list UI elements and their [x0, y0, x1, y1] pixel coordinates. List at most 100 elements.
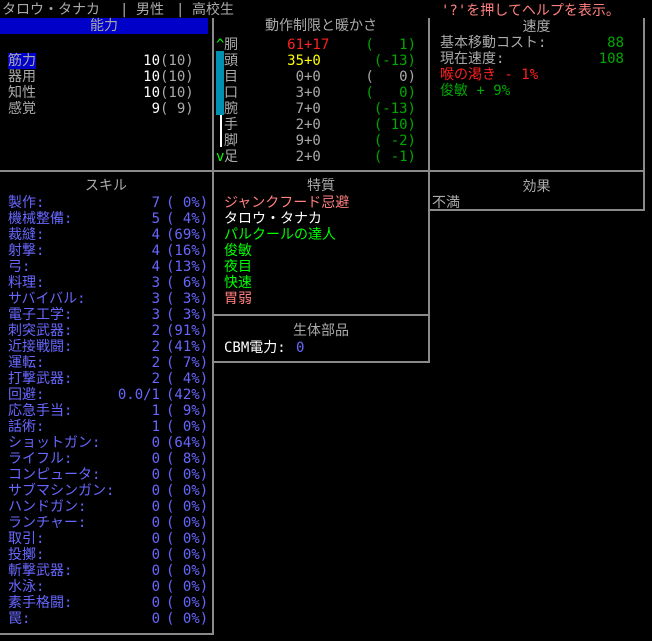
- skill-progress: ( 0%): [166, 611, 209, 627]
- skill-name[interactable]: 回避:: [8, 387, 45, 403]
- stat-value: 10: [143, 85, 160, 101]
- trait-item[interactable]: パルクールの達人: [224, 227, 336, 243]
- body-part-label[interactable]: 口: [224, 85, 238, 101]
- current-speed-value: 108: [598, 51, 624, 67]
- skill-name[interactable]: ショットガン:: [8, 435, 101, 451]
- divider: [643, 18, 645, 211]
- body-part-label[interactable]: 胴: [224, 37, 238, 53]
- trait-item[interactable]: 胃弱: [224, 291, 252, 307]
- stat-label[interactable]: 感覚: [8, 101, 36, 117]
- encumbrance-title: 動作制限と暖かさ: [265, 18, 377, 34]
- warmth-value: ( 1): [365, 37, 416, 53]
- body-part-label[interactable]: 脚: [224, 133, 238, 149]
- stat-base: ( 9): [160, 101, 194, 117]
- stat-label[interactable]: 知性: [8, 85, 36, 101]
- encumbrance-value: 61: [287, 37, 304, 53]
- skill-level: 7: [151, 195, 160, 211]
- scroll-down-icon[interactable]: v: [216, 149, 225, 165]
- skill-name[interactable]: サブマシンガン:: [8, 483, 115, 499]
- skill-name[interactable]: 近接戦闘:: [8, 339, 73, 355]
- stat-value: 9: [151, 101, 160, 117]
- encumbrance-value: 9: [295, 133, 304, 149]
- skill-name[interactable]: 電子工学:: [8, 307, 73, 323]
- trait-item[interactable]: タロウ・タナカ: [224, 211, 322, 227]
- skill-progress: ( 3%): [166, 291, 209, 307]
- body-part-label[interactable]: 頭: [224, 53, 238, 69]
- skill-level: 0: [151, 515, 160, 531]
- skill-level: 1: [151, 419, 160, 435]
- skill-name[interactable]: 料理:: [8, 275, 45, 291]
- encumbrance-layer: +0: [304, 53, 321, 69]
- effects-title: 効果: [522, 179, 551, 195]
- skill-name[interactable]: 取引:: [8, 531, 45, 547]
- stat-value: 10: [143, 53, 160, 69]
- trait-item[interactable]: 俊敏: [224, 243, 252, 259]
- trait-item[interactable]: 快速: [224, 275, 252, 291]
- skill-progress: ( 0%): [166, 563, 209, 579]
- body-part-label[interactable]: 足: [224, 149, 238, 165]
- skill-level: 0: [151, 563, 160, 579]
- skill-name[interactable]: 水泳:: [8, 579, 45, 595]
- skill-progress: ( 0%): [166, 483, 209, 499]
- stat-label[interactable]: 筋力: [8, 53, 36, 69]
- skill-name[interactable]: 射撃:: [8, 243, 45, 259]
- body-part-label[interactable]: 腕: [224, 101, 238, 117]
- skill-name[interactable]: 話術:: [8, 419, 45, 435]
- separator: |: [176, 2, 185, 18]
- skill-name[interactable]: 裁縫:: [8, 227, 45, 243]
- body-part-label[interactable]: 手: [224, 117, 238, 133]
- skill-progress: ( 0%): [166, 579, 209, 595]
- stats-title[interactable]: 能力: [0, 18, 208, 34]
- stat-base: (10): [160, 53, 194, 69]
- encumbrance-layer: +0: [304, 149, 321, 165]
- skill-name[interactable]: ランチャー:: [8, 515, 87, 531]
- skill-name[interactable]: 罠:: [8, 611, 31, 627]
- gender: 男性: [136, 2, 164, 18]
- skill-name[interactable]: 素手格闘:: [8, 595, 73, 611]
- skills-title: スキル: [85, 178, 127, 194]
- encumbrance-layer: +0: [304, 133, 321, 149]
- skill-name[interactable]: 刺突武器:: [8, 323, 73, 339]
- divider: [428, 18, 430, 363]
- skill-name[interactable]: サバイバル:: [8, 291, 86, 307]
- speed-title: 速度: [522, 19, 551, 35]
- skill-name[interactable]: ハンドガン:: [8, 499, 87, 515]
- scrollbar-track[interactable]: [220, 115, 222, 147]
- scroll-up-icon[interactable]: ^: [216, 37, 225, 53]
- skill-progress: ( 7%): [166, 355, 209, 371]
- trait-item[interactable]: ジャンクフード忌避: [224, 195, 350, 211]
- skill-level: 0: [151, 499, 160, 515]
- skill-name[interactable]: 投擲:: [8, 547, 45, 563]
- trait-item[interactable]: 夜目: [224, 259, 252, 275]
- skill-progress: ( 8%): [166, 451, 209, 467]
- body-part-label[interactable]: 目: [224, 69, 238, 85]
- skill-name[interactable]: 打撃武器:: [8, 371, 73, 387]
- skill-progress: ( 0%): [166, 419, 209, 435]
- stat-base: (10): [160, 69, 194, 85]
- skill-name[interactable]: 斬撃武器:: [8, 563, 73, 579]
- skill-name[interactable]: 弓:: [8, 259, 31, 275]
- skill-name[interactable]: 運転:: [8, 355, 45, 371]
- skill-name[interactable]: 応急手当:: [8, 403, 73, 419]
- effect-item[interactable]: 不満: [432, 195, 460, 211]
- skill-progress: ( 6%): [166, 275, 209, 291]
- skill-progress: ( 0%): [166, 547, 209, 563]
- skill-progress: ( 3%): [166, 307, 209, 323]
- skill-name[interactable]: コンピュータ:: [8, 467, 101, 483]
- skill-level: 5: [151, 211, 160, 227]
- scrollbar-thumb[interactable]: [216, 51, 224, 115]
- current-speed-label: 現在速度:: [440, 51, 505, 67]
- skill-name[interactable]: ライフル:: [8, 451, 73, 467]
- skill-name[interactable]: 製作:: [8, 195, 45, 211]
- skill-progress: ( 0%): [166, 515, 209, 531]
- encumbrance-layer: +0: [304, 85, 321, 101]
- skill-name[interactable]: 機械整備:: [8, 211, 73, 227]
- skill-level: 2: [151, 339, 160, 355]
- stat-label[interactable]: 器用: [8, 69, 36, 85]
- skill-level: 0: [151, 579, 160, 595]
- stat-base: (10): [160, 85, 194, 101]
- encumbrance-layer: +0: [304, 101, 321, 117]
- skill-progress: (91%): [166, 323, 209, 339]
- skill-level: 2: [151, 323, 160, 339]
